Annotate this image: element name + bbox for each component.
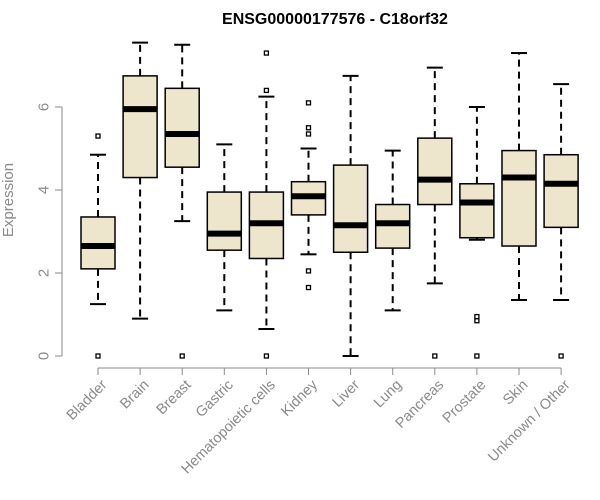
x-tick-label: Breast [154,377,195,418]
box-group [122,41,158,320]
iqr-box [206,191,243,251]
y-tick-label: 6 [35,103,52,111]
outlier-point [305,125,312,131]
iqr-box [122,75,158,179]
box-group [459,106,495,359]
outlier-point [305,100,312,106]
x-tick-label: Bladder [64,377,111,424]
box-group [417,66,453,359]
outlier-point [305,268,312,274]
iqr-box [374,203,411,249]
iqr-box [332,164,369,254]
box-group [248,50,285,359]
outlier-point [474,313,480,320]
box-group [501,52,537,301]
x-tick-label: Skin [500,377,531,408]
outlier-point [305,284,312,291]
x-tick-label: Kidney [278,377,321,420]
outlier-point [179,353,185,359]
outlier-point [474,318,480,324]
outlier-point [95,133,101,139]
box-group [80,133,116,359]
y-axis: 0 2 4 6 [35,103,63,360]
box-group [290,100,327,291]
iqr-box [459,183,495,239]
y-tick-label: 0 [35,352,52,360]
x-tick-label: Lung [371,377,405,411]
box-group [206,143,243,312]
chart-title: ENSG00000177576 - C18orf32 [222,11,448,28]
y-axis-label: Expression [0,163,17,237]
outlier-point [474,353,480,359]
iqr-box [417,137,453,206]
box-series [80,41,579,359]
outlier-point [263,87,270,94]
x-tick-label: Brain [117,377,152,412]
y-tick-label: 4 [35,186,52,194]
iqr-box [164,87,200,168]
outlier-point [95,353,101,359]
x-tick-label: Liver [329,377,363,411]
box-group [164,43,200,359]
outlier-point [263,50,270,56]
outlier-point [558,353,564,359]
iqr-box [80,216,116,270]
outlier-point [263,353,270,359]
iqr-box [501,149,537,247]
y-tick-label: 2 [35,269,52,277]
iqr-box [543,153,579,229]
outlier-point [432,353,438,359]
box-group [374,149,411,312]
x-tick-label: Prostate [440,377,489,426]
outlier-point [305,131,312,137]
box-group [543,83,579,359]
box-group [332,74,369,357]
